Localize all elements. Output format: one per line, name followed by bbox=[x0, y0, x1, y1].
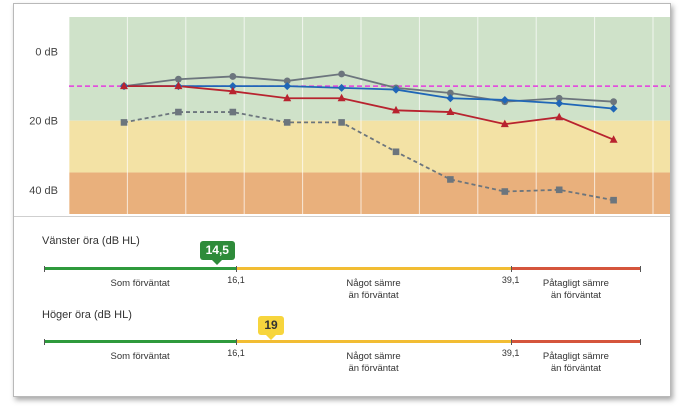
left-threshold-1-label: 16,1 bbox=[227, 275, 245, 285]
right-category-slightly-worse: Något sämre än förväntat bbox=[236, 351, 511, 375]
right-badge-pointer bbox=[266, 335, 277, 340]
right-ear-value-badge: 19 bbox=[258, 316, 284, 340]
data-point-grey-dashed-square bbox=[610, 196, 617, 204]
data-point-grey-dashed-square bbox=[283, 119, 291, 126]
data-point-red-triangle bbox=[555, 112, 564, 121]
data-point-grey-dashed-square bbox=[555, 186, 563, 194]
chart-band-1 bbox=[69, 120, 670, 173]
data-point-grey-dashed-square bbox=[501, 188, 509, 195]
right-ear-value: 19 bbox=[264, 318, 278, 332]
left-category-much-worse-line1: Påtagligt sämre bbox=[542, 278, 609, 289]
right-scale-end-tick bbox=[640, 339, 641, 345]
right-threshold-2-label: 39,1 bbox=[501, 348, 520, 358]
left-ear-value-badge: 14,5 bbox=[199, 241, 235, 265]
left-category-normal-text: Som förväntat bbox=[110, 278, 170, 289]
data-point-grey-solid-circle bbox=[175, 75, 182, 83]
left-scale-start-tick bbox=[44, 266, 45, 272]
data-point-grey-solid-circle bbox=[338, 70, 345, 78]
data-point-grey-solid-circle bbox=[283, 77, 291, 85]
data-point-red-triangle bbox=[120, 81, 128, 90]
right-scale-start-tick bbox=[44, 339, 45, 345]
series-line-blue-diamond bbox=[124, 85, 614, 110]
data-point-grey-dashed-square bbox=[447, 176, 454, 183]
data-point-red-triangle bbox=[174, 81, 183, 90]
right-scale-yellow-segment bbox=[236, 340, 511, 343]
left-category-much-worse: Påtagligt sämre än förväntat bbox=[511, 278, 641, 302]
y-tick-label: 20 dB bbox=[29, 116, 58, 128]
data-point-red-triangle bbox=[446, 107, 455, 116]
data-point-blue-diamond bbox=[555, 99, 564, 108]
left-scale-yellow-segment bbox=[236, 267, 511, 270]
data-point-red-triangle bbox=[337, 93, 346, 102]
right-category-much-worse-line2: än förväntat bbox=[550, 363, 601, 374]
data-point-grey-dashed-square bbox=[229, 108, 237, 116]
left-scale-green-segment bbox=[44, 267, 237, 270]
right-threshold-1-label: 16,1 bbox=[227, 348, 245, 358]
data-point-grey-dashed-square bbox=[338, 119, 345, 126]
data-point-red-triangle bbox=[228, 86, 237, 95]
audiogram-chart: 0 dB 20 dB 40 dB bbox=[29, 17, 670, 214]
data-point-grey-dashed-square bbox=[120, 119, 128, 126]
chart-band-2 bbox=[69, 172, 670, 214]
left-scale-threshold-2-tick bbox=[510, 266, 512, 272]
left-badge-pointer bbox=[212, 260, 223, 265]
data-point-red-triangle bbox=[392, 105, 400, 114]
data-point-grey-dashed-square bbox=[175, 108, 182, 116]
data-point-blue-diamond bbox=[500, 95, 509, 104]
right-category-slightly-worse-line2: än förväntat bbox=[348, 363, 399, 374]
data-point-grey-solid-circle bbox=[229, 73, 237, 80]
data-point-blue-diamond bbox=[392, 85, 400, 94]
data-point-grey-solid-circle bbox=[555, 94, 563, 102]
data-point-red-triangle bbox=[609, 135, 618, 143]
data-point-blue-diamond bbox=[283, 82, 292, 91]
right-category-normal: Som förväntat bbox=[44, 351, 236, 363]
data-point-blue-diamond bbox=[609, 104, 618, 113]
data-point-blue-diamond bbox=[228, 82, 237, 91]
left-category-slightly-worse: Något sämre än förväntat bbox=[236, 278, 511, 302]
data-point-blue-diamond bbox=[337, 83, 346, 92]
right-category-much-worse-line1: Påtagligt sämre bbox=[542, 351, 609, 362]
left-scale-end-tick bbox=[640, 266, 641, 272]
audiogram-card: 0 dB 20 dB 40 dB Vänster öra (dB HL) 16,1 … bbox=[13, 3, 671, 397]
data-point-red-triangle bbox=[283, 93, 292, 102]
right-ear-title: Höger öra (dB HL) bbox=[42, 309, 132, 321]
data-point-grey-dashed-square bbox=[392, 148, 400, 156]
left-ear-title: Vänster öra (dB HL) bbox=[42, 235, 140, 247]
y-tick-label: 40 dB bbox=[29, 185, 58, 197]
right-scale-threshold-1-tick bbox=[236, 339, 238, 345]
chart-band-0 bbox=[69, 17, 670, 121]
left-scale-threshold-1-tick bbox=[236, 266, 238, 272]
left-scale-red-segment bbox=[510, 267, 641, 270]
series-line-red-triangle bbox=[124, 85, 614, 141]
data-point-blue-diamond bbox=[446, 94, 455, 103]
data-point-grey-solid-circle bbox=[447, 89, 454, 97]
right-category-normal-text: Som förväntat bbox=[110, 351, 170, 362]
y-tick-label: 0 dB bbox=[35, 47, 58, 59]
right-category-much-worse: Påtagligt sämre än förväntat bbox=[511, 351, 641, 375]
data-point-red-triangle bbox=[500, 119, 509, 128]
left-category-slightly-worse-line2: än förväntat bbox=[348, 290, 399, 301]
ear-scales-panel: Vänster öra (dB HL) 16,1 39,1 Som förvän… bbox=[14, 216, 670, 397]
left-category-normal: Som förväntat bbox=[44, 278, 236, 290]
left-ear-value: 14,5 bbox=[205, 243, 229, 257]
right-category-slightly-worse-line1: Något sämre bbox=[346, 351, 401, 362]
right-scale-green-segment bbox=[44, 340, 237, 343]
series-line-grey-solid-circle bbox=[123, 73, 614, 103]
data-point-grey-solid-circle bbox=[610, 98, 617, 106]
right-scale-red-segment bbox=[510, 340, 641, 343]
left-category-much-worse-line2: än förväntat bbox=[550, 290, 601, 301]
left-category-slightly-worse-line1: Något sämre bbox=[346, 278, 401, 289]
left-threshold-2-label: 39,1 bbox=[501, 275, 520, 285]
right-scale-threshold-2-tick bbox=[510, 339, 512, 345]
audiogram-chart-area: 0 dB 20 dB 40 dB bbox=[14, 4, 670, 214]
